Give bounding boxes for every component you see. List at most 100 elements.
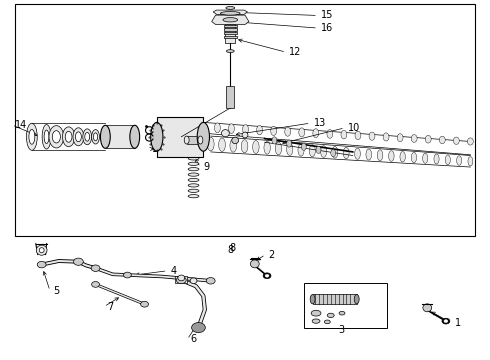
Ellipse shape <box>411 135 417 142</box>
Text: 12: 12 <box>289 47 301 57</box>
Ellipse shape <box>310 294 315 304</box>
Bar <box>105 125 135 148</box>
Ellipse shape <box>100 125 110 148</box>
Ellipse shape <box>397 134 403 142</box>
Ellipse shape <box>226 6 235 9</box>
Ellipse shape <box>188 152 199 155</box>
Ellipse shape <box>85 132 90 141</box>
Ellipse shape <box>355 148 360 159</box>
Ellipse shape <box>320 145 327 157</box>
Ellipse shape <box>270 126 276 135</box>
Circle shape <box>206 278 215 284</box>
Ellipse shape <box>264 141 270 154</box>
Ellipse shape <box>36 245 47 255</box>
Text: 13: 13 <box>314 118 326 128</box>
Ellipse shape <box>285 127 291 136</box>
Ellipse shape <box>250 260 259 268</box>
Ellipse shape <box>467 138 473 145</box>
Ellipse shape <box>190 278 197 284</box>
Ellipse shape <box>200 122 206 132</box>
Ellipse shape <box>324 320 330 324</box>
Circle shape <box>444 320 448 323</box>
Ellipse shape <box>219 138 225 152</box>
Text: 4: 4 <box>171 266 176 276</box>
Circle shape <box>74 258 83 265</box>
Text: 14: 14 <box>15 120 27 130</box>
Ellipse shape <box>312 319 320 323</box>
Ellipse shape <box>178 275 185 281</box>
Ellipse shape <box>301 143 306 150</box>
Text: 15: 15 <box>321 10 333 21</box>
Ellipse shape <box>130 125 140 148</box>
Ellipse shape <box>423 304 432 312</box>
Bar <box>15 4 475 236</box>
Circle shape <box>263 273 271 279</box>
Ellipse shape <box>369 132 375 140</box>
Circle shape <box>92 282 99 287</box>
Text: 8: 8 <box>227 245 233 255</box>
Ellipse shape <box>75 132 81 142</box>
Ellipse shape <box>223 18 238 22</box>
Ellipse shape <box>327 130 333 138</box>
Ellipse shape <box>440 136 445 144</box>
Ellipse shape <box>422 153 428 163</box>
Text: 10: 10 <box>348 123 360 133</box>
Text: 11: 11 <box>152 144 164 154</box>
Ellipse shape <box>445 155 450 165</box>
Ellipse shape <box>332 147 338 158</box>
Ellipse shape <box>52 131 60 143</box>
Bar <box>224 25 237 27</box>
Text: 16: 16 <box>321 23 333 33</box>
Circle shape <box>37 261 46 268</box>
Ellipse shape <box>230 139 237 152</box>
Ellipse shape <box>383 133 389 141</box>
Ellipse shape <box>339 311 345 315</box>
Ellipse shape <box>63 127 74 147</box>
Ellipse shape <box>411 152 416 163</box>
Ellipse shape <box>400 152 405 162</box>
Ellipse shape <box>272 137 277 144</box>
Bar <box>225 24 235 43</box>
Text: 9: 9 <box>203 162 210 172</box>
Ellipse shape <box>49 126 64 148</box>
Bar <box>226 86 234 108</box>
Bar <box>313 294 357 304</box>
Ellipse shape <box>313 129 318 138</box>
Ellipse shape <box>232 137 239 144</box>
Ellipse shape <box>215 123 220 133</box>
Circle shape <box>91 265 100 271</box>
Ellipse shape <box>42 125 51 149</box>
Ellipse shape <box>354 294 359 304</box>
Polygon shape <box>212 15 249 24</box>
Ellipse shape <box>221 130 229 137</box>
Text: 6: 6 <box>190 334 196 345</box>
Ellipse shape <box>226 50 234 53</box>
Ellipse shape <box>188 189 199 192</box>
Circle shape <box>123 272 131 278</box>
Ellipse shape <box>287 143 293 156</box>
Ellipse shape <box>184 136 189 144</box>
Ellipse shape <box>26 123 37 150</box>
Ellipse shape <box>151 122 163 151</box>
Ellipse shape <box>327 313 334 318</box>
Circle shape <box>265 274 269 277</box>
Text: 5: 5 <box>53 286 59 296</box>
Ellipse shape <box>425 135 431 143</box>
Ellipse shape <box>331 149 336 157</box>
Ellipse shape <box>457 156 462 165</box>
Ellipse shape <box>207 137 214 151</box>
Circle shape <box>442 318 450 324</box>
Ellipse shape <box>188 157 199 160</box>
Ellipse shape <box>220 12 240 15</box>
Ellipse shape <box>39 248 44 253</box>
Ellipse shape <box>243 125 248 134</box>
Ellipse shape <box>316 146 321 153</box>
Circle shape <box>192 323 205 333</box>
Ellipse shape <box>257 125 263 135</box>
Bar <box>304 283 387 328</box>
Ellipse shape <box>44 130 49 144</box>
Ellipse shape <box>434 154 439 164</box>
Bar <box>224 28 237 31</box>
Ellipse shape <box>341 130 347 139</box>
Ellipse shape <box>468 157 473 166</box>
